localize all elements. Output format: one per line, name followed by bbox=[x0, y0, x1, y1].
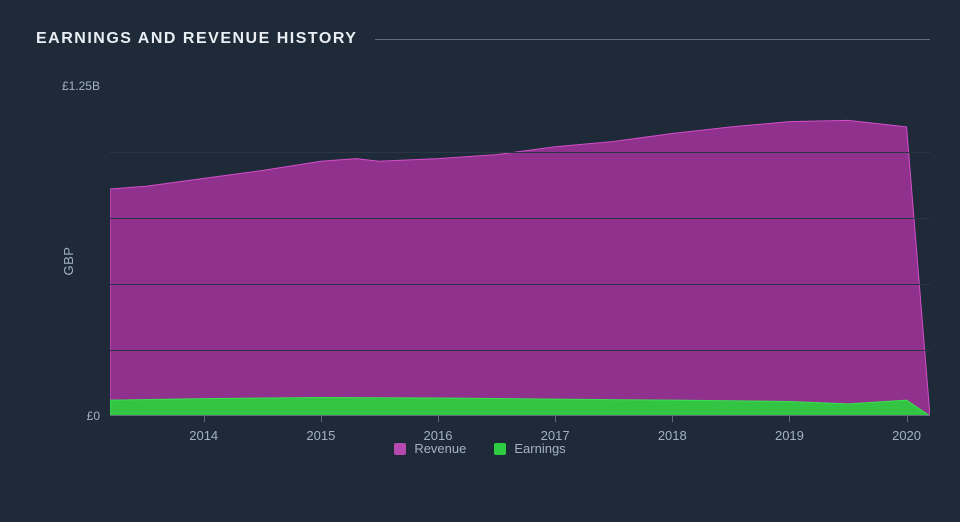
legend-label-earnings: Earnings bbox=[514, 441, 565, 456]
title-rule bbox=[375, 39, 930, 40]
legend-swatch-earnings bbox=[494, 443, 506, 455]
x-tick bbox=[789, 416, 790, 422]
x-tick bbox=[321, 416, 322, 422]
x-tick bbox=[672, 416, 673, 422]
gridline bbox=[110, 284, 930, 285]
legend-swatch-revenue bbox=[394, 443, 406, 455]
x-tick bbox=[438, 416, 439, 422]
gridline bbox=[110, 218, 930, 219]
x-tick bbox=[204, 416, 205, 422]
legend-label-revenue: Revenue bbox=[414, 441, 466, 456]
plot-area: £0£1.25B2014201520162017201820192020 bbox=[110, 86, 930, 416]
y-tick-label: £0 bbox=[87, 409, 100, 423]
legend: Revenue Earnings bbox=[30, 441, 930, 456]
x-tick bbox=[907, 416, 908, 422]
x-axis-line bbox=[110, 415, 930, 416]
gridline bbox=[110, 152, 930, 153]
area-series-svg bbox=[110, 86, 930, 416]
chart-panel: EARNINGS AND REVENUE HISTORY GBP £0£1.25… bbox=[0, 0, 960, 522]
title-row: EARNINGS AND REVENUE HISTORY bbox=[30, 30, 930, 48]
legend-item-earnings: Earnings bbox=[494, 441, 565, 456]
y-tick-label: £1.25B bbox=[62, 79, 100, 93]
chart-title: EARNINGS AND REVENUE HISTORY bbox=[30, 30, 357, 48]
x-tick bbox=[555, 416, 556, 422]
legend-item-revenue: Revenue bbox=[394, 441, 466, 456]
gridline bbox=[110, 350, 930, 351]
y-axis-label: GBP bbox=[61, 247, 76, 276]
area-revenue bbox=[110, 120, 930, 416]
chart-area: GBP £0£1.25B2014201520162017201820192020… bbox=[30, 66, 930, 456]
